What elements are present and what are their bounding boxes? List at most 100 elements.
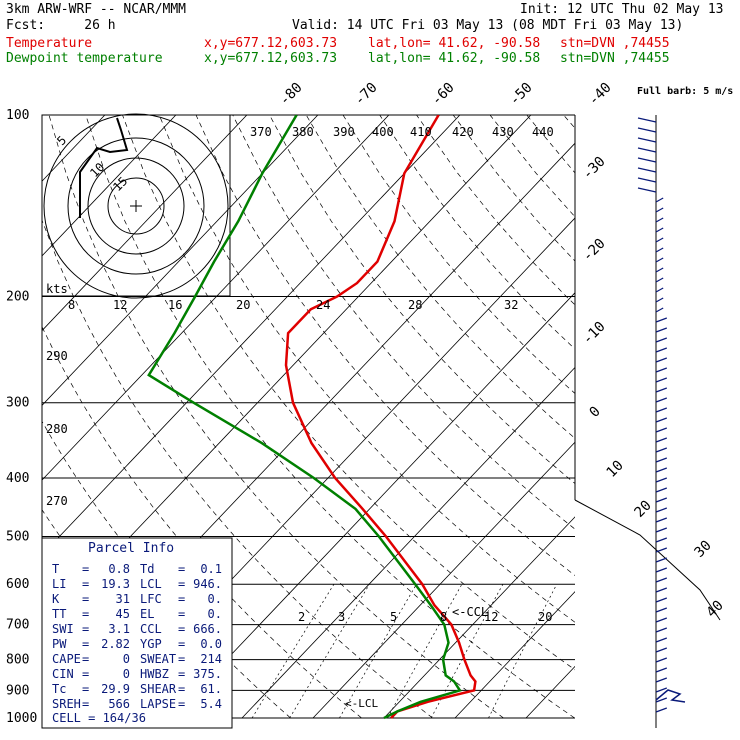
parcel-cell: 566: [108, 697, 130, 711]
parcel-cell: =: [82, 592, 89, 606]
parcel-box: [41, 537, 233, 729]
wind-barb: [655, 197, 664, 203]
parcel-cell: 3.1: [108, 622, 130, 636]
mixing-ratio-3: [289, 584, 370, 719]
wind-barb: [655, 677, 668, 683]
isotherm--90: [42, 115, 248, 332]
parcel-cell: =: [82, 607, 89, 621]
parcel-cell: 0.1: [200, 562, 222, 576]
parcel-cell: =: [82, 622, 89, 636]
wind-barb: [637, 187, 657, 193]
parcel-cell: 2.82: [101, 637, 130, 651]
isotherm-label-right-1: -20: [580, 236, 609, 265]
parcel-cell: 375.: [193, 667, 222, 681]
isotherm--60: [42, 115, 461, 556]
parcel-cell: CIN: [52, 667, 74, 681]
parcel-cell: SREH: [52, 697, 81, 711]
parcel-cell: 31: [116, 592, 130, 606]
dry-adiabat-430: [526, 115, 575, 174]
wind-barb: [655, 377, 668, 383]
wind-barb: [655, 447, 668, 453]
theta-label-410: 410: [410, 125, 432, 139]
fcst-value: 26 h: [84, 18, 116, 33]
parcel-cell: =: [178, 592, 185, 606]
wind-barb: [655, 627, 668, 633]
parcel-cell: =: [178, 637, 185, 651]
parcel-cell: EL: [140, 607, 154, 621]
fcst-label: Fcst:: [6, 18, 46, 33]
parcel-cell: =: [82, 667, 89, 681]
parcel-cell: HWBZ: [140, 667, 169, 681]
parcel-cell: SWEAT: [140, 652, 176, 666]
dry-adiabat-340: [195, 115, 575, 576]
parcel-cell: =: [178, 562, 185, 576]
wind-barb: [655, 667, 668, 673]
isotherm--10: [241, 366, 575, 719]
wind-barb: [655, 617, 668, 623]
isotherm-label-right-0: -30: [580, 154, 609, 183]
parcel-cell: LFC: [140, 592, 162, 606]
wind-barb: [655, 497, 668, 503]
wind-barb: [655, 277, 664, 283]
pressure-label-600: 600: [6, 577, 29, 592]
wind-barb: [655, 657, 668, 663]
theta-left-label-270: 270: [46, 494, 68, 508]
parcel-cell: 0: [123, 652, 130, 666]
wind-barb: [655, 347, 668, 353]
wind-barb: [655, 467, 668, 473]
hodo-ring-1: [87, 157, 185, 255]
wind-barb: [655, 387, 668, 393]
parcel-cell: 29.9: [101, 682, 130, 696]
wind-barb: [655, 507, 668, 513]
dry-adiabat-400: [416, 115, 575, 306]
wind-barb: [655, 297, 664, 303]
dry-adiabat-420: [489, 115, 575, 218]
valid-time: Valid: 14 UTC Fri 03 May 13 (08 MDT Fri …: [292, 18, 684, 33]
pressure-label-500: 500: [6, 529, 29, 544]
mixing-ratio-5: [339, 584, 417, 719]
wind-barb: [637, 137, 657, 143]
parcel-cell: 5.4: [200, 697, 222, 711]
parcel-cell: 19.3: [101, 577, 130, 591]
dew-xy: x,y=677.12,603.73: [204, 51, 338, 66]
mixing-ratio-2: [251, 584, 335, 719]
lcl-marker: <-LCL: [345, 697, 378, 710]
isotherm-label-right-5: 20: [632, 498, 655, 521]
pressure-label-200: 200: [6, 290, 29, 305]
parcel-cell: 0.: [208, 592, 222, 606]
temp-latlon: lat,lon= 41.62, -90.58: [368, 36, 541, 51]
isotherm-30: [525, 665, 575, 719]
hodo-speed-label-32: 32: [504, 298, 518, 312]
isotherm-label-top-4: -40: [586, 80, 615, 109]
hodo-speed-label-16: 16: [168, 298, 182, 312]
parcel-cell: LCL: [140, 577, 162, 591]
init-time: Init: 12 UTC Thu 02 May 13: [520, 2, 724, 17]
parcel-cell: PW: [52, 637, 67, 651]
wind-barb: [655, 317, 668, 323]
mixing-label-8: 8: [440, 610, 447, 624]
parcel-cell: 214: [200, 652, 222, 666]
ccl-marker: <-CCL: [452, 605, 488, 619]
parcel-cell: =: [178, 697, 185, 711]
isotherm-label-right-4: 10: [604, 458, 627, 481]
parcel-cell: Td: [140, 562, 154, 576]
wind-barb: [655, 367, 668, 373]
wind-barb: [637, 147, 657, 153]
parcel-cell: 0.8: [108, 562, 130, 576]
wind-barb: [655, 307, 664, 313]
parcel-cell: 666.: [193, 622, 222, 636]
pressure-label-700: 700: [6, 618, 29, 633]
wind-barb: [655, 647, 668, 653]
isotherm-10: [383, 516, 575, 719]
theta-label-390: 390: [333, 125, 355, 139]
wind-barb: [655, 557, 668, 563]
parcel-cell: =: [178, 607, 185, 621]
mixing-ratio-20: [488, 584, 558, 719]
hodo-speed-label-12: 12: [113, 298, 127, 312]
mixing-label-3: 3: [338, 610, 345, 624]
wind-barb: [655, 437, 668, 443]
parcel-cell: YGP: [140, 637, 162, 651]
dry-adiabat-460: [637, 115, 740, 718]
wind-barb: [655, 527, 668, 533]
